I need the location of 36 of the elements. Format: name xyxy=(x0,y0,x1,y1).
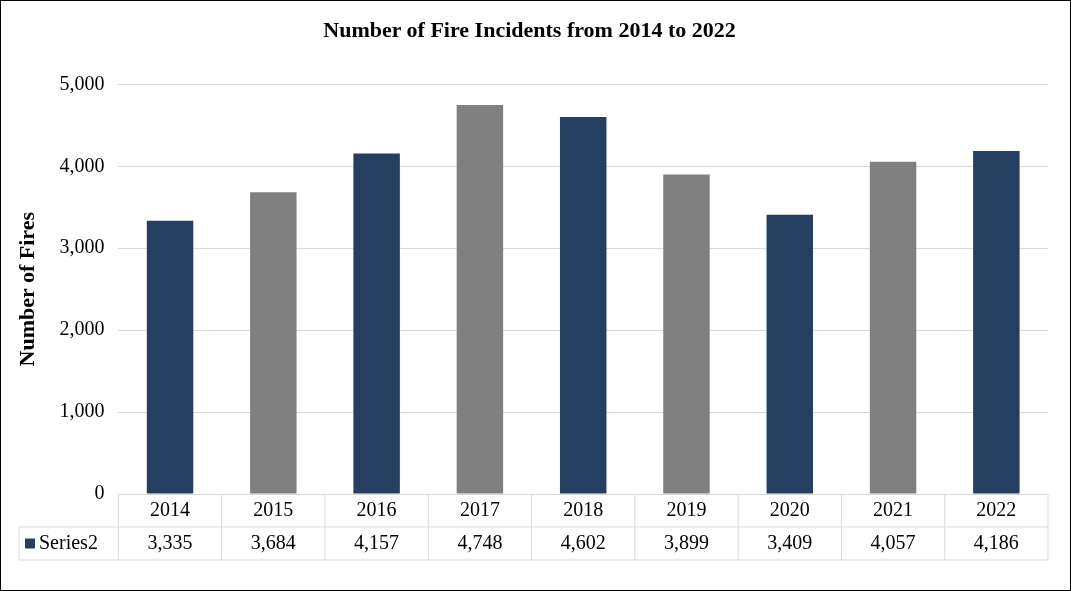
y-tick-label: 5,000 xyxy=(59,71,105,94)
data-label: 3,684 xyxy=(250,530,296,553)
x-tick-label: 2021 xyxy=(873,497,914,520)
x-tick-label: 2017 xyxy=(459,497,500,520)
x-tick-label: 2020 xyxy=(769,497,810,520)
data-label: 4,186 xyxy=(973,530,1019,553)
y-tick-label: 1,000 xyxy=(59,399,105,422)
x-tick-label: 2016 xyxy=(356,497,397,520)
data-label: 4,602 xyxy=(560,530,606,553)
y-tick-label: 0 xyxy=(94,481,105,504)
data-label: 4,057 xyxy=(870,530,916,553)
bar xyxy=(766,214,814,494)
y-tick-label: 4,000 xyxy=(59,153,105,176)
bar xyxy=(663,174,710,494)
bar xyxy=(146,220,194,494)
x-tick-label: 2022 xyxy=(976,497,1017,520)
bar xyxy=(973,151,1020,494)
x-tick-label: 2014 xyxy=(150,497,191,520)
y-axis-title: Number of Fires xyxy=(13,211,39,367)
bar xyxy=(250,192,297,494)
data-label: 4,748 xyxy=(457,530,503,553)
x-tick-label: 2018 xyxy=(563,497,604,520)
x-tick-label: 2019 xyxy=(666,497,707,520)
bar xyxy=(353,153,400,494)
y-tick-label: 2,000 xyxy=(59,317,105,340)
data-label: 3,899 xyxy=(663,530,709,553)
legend-label: Series2 xyxy=(39,530,98,553)
bar xyxy=(456,105,504,494)
data-label: 3,409 xyxy=(767,530,813,553)
y-tick-label: 3,000 xyxy=(59,235,105,258)
data-label: 4,157 xyxy=(354,530,400,553)
chart-title: Number of Fire Incidents from 2014 to 2022 xyxy=(323,16,736,42)
bar xyxy=(559,117,607,494)
x-tick-label: 2015 xyxy=(253,497,294,520)
data-label: 3,335 xyxy=(147,530,193,553)
bar xyxy=(869,161,917,494)
